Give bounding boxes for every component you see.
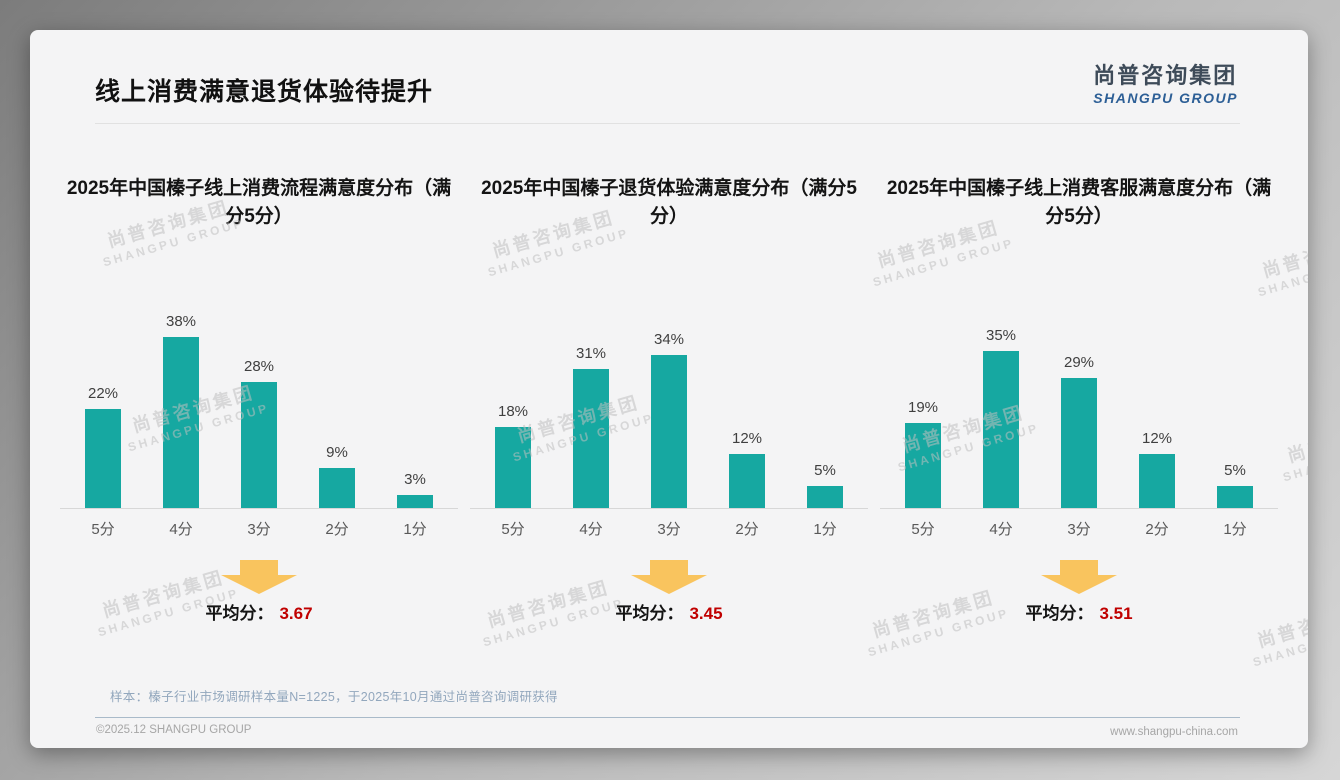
x-axis-label: 1分	[1223, 521, 1247, 538]
bar-group: 5%	[786, 461, 864, 508]
bar	[807, 485, 843, 508]
down-arrow-icon	[631, 560, 707, 594]
x-axis-label: 3分	[657, 521, 681, 538]
bar-group: 18%	[474, 403, 552, 508]
bar-value-label: 5%	[1224, 461, 1246, 479]
bar-group: 35%	[962, 326, 1040, 508]
sample-note: 样本：榛子行业市场调研样本量N=1225，于2025年10月通过尚普咨询调研获得	[110, 690, 558, 704]
footer-copyright: ©2025.12 SHANGPU GROUP	[96, 724, 252, 736]
bar-value-label: 35%	[985, 326, 1017, 344]
arrow-wrap	[60, 560, 458, 594]
chart-service-satisfaction: 2025年中国榛子线上消费客服满意度分布（满分5分） 19% 35% 29% 12% 5…	[880, 175, 1278, 624]
bar-value-label: 5%	[814, 461, 836, 479]
average-score: 平均分： 3.45	[470, 599, 868, 624]
bar-group: 12%	[1118, 430, 1196, 508]
logo-english-name: SHANGPU GROUP	[1093, 90, 1238, 106]
average-value: 3.67	[279, 604, 313, 623]
bar	[1217, 485, 1253, 508]
bar-plot: 18% 31% 34% 12% 5%	[470, 297, 868, 509]
average-label: 平均分：	[615, 604, 684, 623]
bar	[651, 355, 687, 508]
title-divider	[95, 123, 1240, 124]
x-axis-labels: 5分 4分 3分 2分 1分	[470, 509, 868, 539]
slide-card: 线上消费满意退货体验待提升 尚普咨询集团 SHANGPU GROUP 2025年…	[30, 30, 1308, 748]
bar-group: 34%	[630, 331, 708, 508]
x-axis-label: 4分	[579, 521, 603, 538]
bar	[573, 368, 609, 508]
bar-plot: 22% 38% 28% 9% 3%	[60, 297, 458, 509]
x-axis-label: 3分	[247, 521, 271, 538]
average-score: 平均分： 3.67	[60, 599, 458, 624]
arrow-wrap	[470, 560, 868, 594]
bar	[1061, 377, 1097, 508]
bar	[983, 350, 1019, 508]
average-value: 3.51	[1099, 604, 1133, 623]
bar	[1139, 454, 1175, 508]
bar-value-label: 12%	[1141, 430, 1173, 447]
bar-group: 38%	[142, 313, 220, 508]
x-axis-label: 5分	[501, 521, 525, 538]
footer-website: www.shangpu-china.com	[1110, 726, 1238, 738]
bar-value-label: 31%	[575, 344, 607, 362]
average-label: 平均分：	[1025, 604, 1094, 623]
bar-value-label: 18%	[497, 403, 529, 420]
bar-value-label: 29%	[1063, 353, 1095, 371]
bar	[319, 467, 355, 508]
down-arrow-icon	[1041, 560, 1117, 594]
x-axis-label: 2分	[325, 521, 349, 538]
bar-value-label: 12%	[731, 430, 763, 447]
bar	[397, 494, 433, 508]
bar	[163, 337, 199, 508]
chart-process-satisfaction: 2025年中国榛子线上消费流程满意度分布（满分5分） 22% 38% 28% 9% 3%…	[60, 175, 458, 624]
bar-value-label: 22%	[87, 385, 119, 402]
chart-title: 2025年中国榛子线上消费流程满意度分布（满分5分）	[66, 178, 452, 227]
x-axis-label: 5分	[911, 521, 935, 538]
charts-row: 2025年中国榛子线上消费流程满意度分布（满分5分） 22% 38% 28% 9% 3%…	[30, 175, 1308, 624]
bar-group: 19%	[884, 398, 962, 508]
bar-group: 3%	[376, 470, 454, 508]
bar	[729, 454, 765, 508]
bar-group: 22%	[64, 385, 142, 508]
x-axis-label: 3分	[1067, 521, 1091, 538]
bar-value-label: 3%	[404, 470, 426, 488]
average-value: 3.45	[689, 604, 723, 623]
bar-group: 31%	[552, 344, 630, 508]
bar-value-label: 38%	[165, 313, 197, 330]
chart-title: 2025年中国榛子线上消费客服满意度分布（满分5分）	[886, 178, 1272, 227]
bar	[495, 427, 531, 508]
logo-chinese-name: 尚普咨询集团	[1093, 63, 1238, 88]
x-axis-label: 1分	[813, 521, 837, 538]
bar-group: 12%	[708, 430, 786, 508]
x-axis-label: 5分	[91, 521, 115, 538]
average-label: 平均分：	[205, 604, 274, 623]
footer-divider	[95, 717, 1240, 718]
x-axis-labels: 5分 4分 3分 2分 1分	[880, 509, 1278, 539]
bar-group: 28%	[220, 358, 298, 508]
bar-value-label: 28%	[243, 358, 275, 375]
bar-plot: 19% 35% 29% 12% 5%	[880, 297, 1278, 509]
chart-return-satisfaction: 2025年中国榛子退货体验满意度分布（满分5分） 18% 31% 34% 12% 5% …	[470, 175, 868, 624]
bar-group: 5%	[1196, 461, 1274, 508]
bar	[905, 422, 941, 508]
x-axis-labels: 5分 4分 3分 2分 1分	[60, 509, 458, 539]
x-axis-label: 2分	[1145, 521, 1169, 538]
bar-group: 29%	[1040, 353, 1118, 508]
chart-title: 2025年中国榛子退货体验满意度分布（满分5分）	[481, 178, 857, 227]
bar-group: 9%	[298, 443, 376, 508]
x-axis-label: 2分	[735, 521, 759, 538]
x-axis-label: 4分	[169, 521, 193, 538]
x-axis-label: 1分	[403, 521, 427, 538]
bar-value-label: 19%	[907, 398, 939, 416]
bar-value-label: 9%	[326, 443, 348, 461]
arrow-wrap	[880, 560, 1278, 594]
page-title: 线上消费满意退货体验待提升	[95, 78, 434, 106]
company-logo: 尚普咨询集团 SHANGPU GROUP	[1093, 58, 1238, 106]
average-score: 平均分： 3.51	[880, 599, 1278, 624]
bar	[241, 382, 277, 508]
down-arrow-icon	[221, 560, 297, 594]
x-axis-label: 4分	[989, 521, 1013, 538]
bar-value-label: 34%	[653, 331, 685, 348]
bar	[85, 409, 121, 508]
